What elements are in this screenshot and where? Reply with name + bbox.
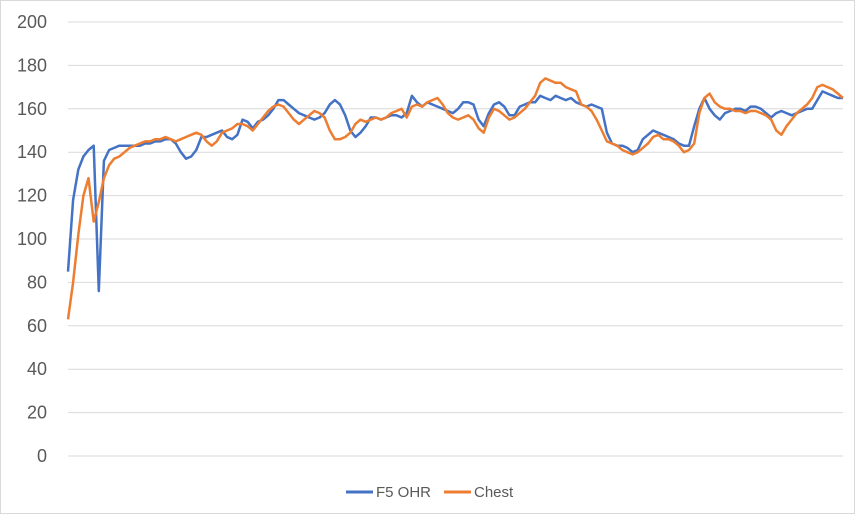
legend-label: F5 OHR — [376, 484, 431, 501]
y-tick-label: 20 — [27, 403, 47, 423]
y-tick-label: 80 — [27, 272, 47, 292]
y-axis-tick-labels: 0 20 40 60 80 100 120 140 160 180 200 — [17, 12, 47, 466]
legend: F5 OHR Chest — [346, 484, 514, 501]
series-line-f5-ohr — [66, 90, 843, 293]
y-tick-label: 100 — [17, 229, 47, 249]
y-tick-label: 40 — [27, 359, 47, 379]
y-tick-label: 200 — [17, 12, 47, 32]
y-tick-label: 160 — [17, 99, 47, 119]
y-tick-label: 140 — [17, 142, 47, 162]
y-tick-label: 0 — [37, 446, 47, 466]
gridlines — [68, 21, 843, 457]
series-lines — [66, 77, 844, 320]
y-tick-label: 180 — [17, 55, 47, 75]
y-tick-label: 120 — [17, 186, 47, 206]
legend-label: Chest — [474, 484, 514, 501]
series-line-chest — [66, 77, 844, 320]
y-tick-label: 60 — [27, 316, 47, 336]
